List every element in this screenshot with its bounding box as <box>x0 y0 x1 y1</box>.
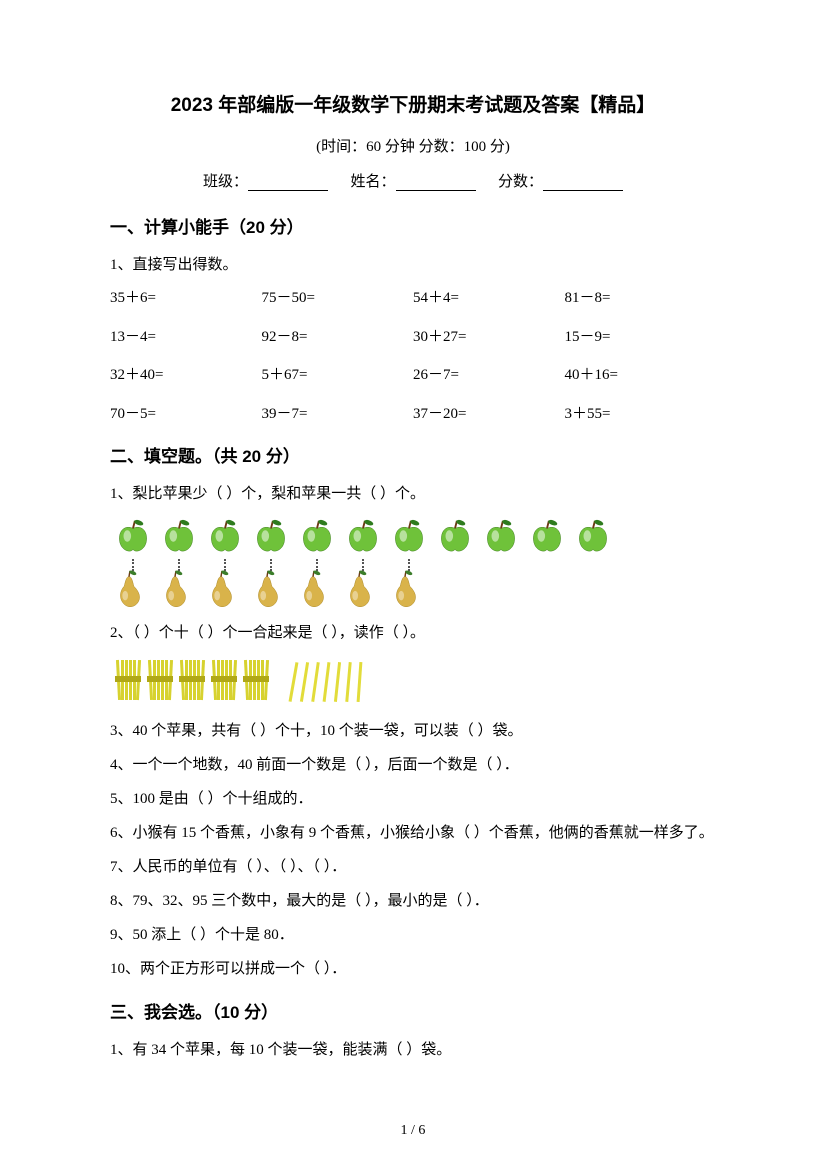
info-line: 班级： 姓名： 分数： <box>110 170 716 191</box>
name-label: 姓名： <box>350 174 395 190</box>
apple-icon <box>252 517 290 555</box>
class-blank <box>248 175 328 191</box>
apple-icon <box>298 517 336 555</box>
calc-cell: 35＋6= <box>110 284 262 313</box>
stick-icon <box>321 662 333 703</box>
section2-q4: 4、一个一个地数，40 前面一个数是（ ），后面一个数是（ ）． <box>110 750 716 780</box>
section2-q10: 10、两个正方形可以拼成一个（ ）． <box>110 954 716 984</box>
section2-q8: 8、79、32、95 三个数中，最大的是（ ），最小的是（ ）． <box>110 886 716 916</box>
stick-icon <box>309 662 321 703</box>
section2-q5: 5、100 是由（ ）个十组成的． <box>110 784 716 814</box>
calc-cell: 40＋16= <box>565 361 717 390</box>
calc-cell: 5＋67= <box>262 361 414 390</box>
apple-row <box>114 517 716 555</box>
calc-cell: 70－5= <box>110 400 262 429</box>
bundle-icon <box>114 658 142 702</box>
section3-heading: 三、我会选。（10 分） <box>110 998 716 1023</box>
apple-icon <box>206 517 244 555</box>
apple-icon <box>160 517 198 555</box>
apple-icon <box>482 517 520 555</box>
calc-grid: 35＋6=75－50=54＋4=81－8= 13－4=92－8=30＋27=15－… <box>110 284 716 428</box>
calc-cell: 32＋40= <box>110 361 262 390</box>
calc-cell: 39－7= <box>262 400 414 429</box>
calc-cell: 30＋27= <box>413 323 565 352</box>
section2-q6: 6、小猴有 15 个香蕉，小象有 9 个香蕉，小猴给小象（ ）个香蕉，他俩的香蕉… <box>110 818 716 848</box>
section3-q1: 1、有 34 个苹果，每 10 个装一袋，能装满（ ）袋。 <box>110 1035 716 1065</box>
pear-icon <box>206 569 236 609</box>
section2-q1: 1、梨比苹果少（ ）个，梨和苹果一共（ ）个。 <box>110 479 716 509</box>
calc-cell: 81－8= <box>565 284 717 313</box>
pear-icon <box>252 569 282 609</box>
bundle-icon <box>178 658 206 702</box>
stick-icon <box>332 662 343 703</box>
document-subtitle: (时间：60 分钟 分数：100 分) <box>110 135 716 156</box>
pear-icon <box>344 569 374 609</box>
pear-icon <box>160 569 190 609</box>
class-label: 班级： <box>203 174 248 190</box>
calc-cell: 3＋55= <box>565 400 717 429</box>
bundle-icon <box>146 658 174 702</box>
score-label: 分数： <box>498 174 543 190</box>
pear-icon <box>114 569 144 609</box>
apple-icon <box>436 517 474 555</box>
section1-heading: 一、计算小能手（20 分） <box>110 213 716 238</box>
document-title: 2023 年部编版一年级数学下册期末考试题及答案【精品】 <box>110 90 716 117</box>
calc-cell: 54＋4= <box>413 284 565 313</box>
calc-cell: 75－50= <box>262 284 414 313</box>
apple-icon <box>344 517 382 555</box>
apple-icon <box>114 517 152 555</box>
section2-heading: 二、填空题。（共 20 分） <box>110 442 716 467</box>
apple-icon <box>390 517 428 555</box>
section2-q3: 3、40 个苹果，共有（ ）个十，10 个装一袋，可以装（ ）袋。 <box>110 716 716 746</box>
page-number: 1 / 6 <box>0 1123 826 1139</box>
section2-q2: 2、（ ）个十（ ）个一合起来是（ ），读作（ ）。 <box>110 618 716 648</box>
apple-icon <box>574 517 612 555</box>
apple-icon <box>528 517 566 555</box>
score-blank <box>543 175 623 191</box>
section1-q1-label: 1、直接写出得数。 <box>110 250 716 280</box>
section2-q9: 9、50 添上（ ）个十是 80． <box>110 920 716 950</box>
stick-icon <box>343 662 353 702</box>
calc-cell: 92－8= <box>262 323 414 352</box>
bundle-icon <box>210 658 238 702</box>
stick-icon <box>355 662 365 702</box>
name-blank <box>396 175 476 191</box>
pear-icon <box>390 569 420 609</box>
section2-q7: 7、人民币的单位有（ ）、（ ）、（ ）． <box>110 852 716 882</box>
pear-icon <box>298 569 328 609</box>
bundle-icon <box>242 658 270 702</box>
calc-cell: 26－7= <box>413 361 565 390</box>
bundle-row <box>114 658 716 702</box>
pear-row <box>114 569 716 614</box>
calc-cell: 13－4= <box>110 323 262 352</box>
calc-cell: 15－9= <box>565 323 717 352</box>
calc-cell: 37－20= <box>413 400 565 429</box>
